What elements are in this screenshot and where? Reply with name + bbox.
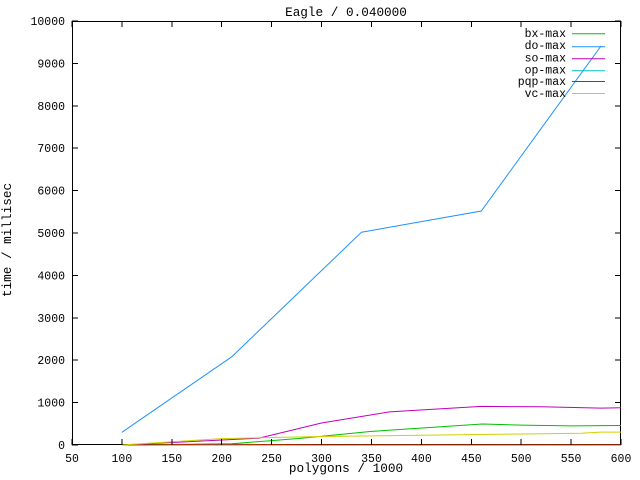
svg-text:100: 100 [112, 453, 133, 466]
svg-text:vc-max: vc-max [525, 88, 567, 101]
svg-text:250: 250 [261, 453, 282, 466]
svg-text:Eagle / 0.040000: Eagle / 0.040000 [285, 5, 407, 20]
svg-text:450: 450 [461, 453, 482, 466]
svg-text:550: 550 [561, 453, 582, 466]
svg-text:9000: 9000 [37, 58, 65, 71]
svg-text:8000: 8000 [37, 101, 65, 114]
svg-text:0: 0 [58, 440, 65, 453]
svg-text:pqp-max: pqp-max [518, 76, 566, 89]
svg-text:so-max: so-max [525, 52, 567, 65]
svg-text:bx-max: bx-max [525, 28, 567, 41]
svg-text:600: 600 [611, 453, 632, 466]
svg-text:time / millisec: time / millisec [0, 183, 15, 297]
svg-text:7000: 7000 [37, 143, 65, 156]
svg-text:do-max: do-max [525, 40, 567, 53]
svg-text:5000: 5000 [37, 228, 65, 241]
svg-text:400: 400 [411, 453, 432, 466]
svg-text:350: 350 [361, 453, 382, 466]
svg-text:3000: 3000 [37, 313, 65, 326]
svg-text:150: 150 [161, 453, 182, 466]
svg-text:10000: 10000 [30, 16, 65, 29]
svg-text:2000: 2000 [37, 355, 65, 368]
svg-text:4000: 4000 [37, 270, 65, 283]
svg-text:300: 300 [311, 453, 332, 466]
svg-text:200: 200 [211, 453, 232, 466]
svg-text:50: 50 [65, 453, 79, 466]
svg-text:500: 500 [511, 453, 532, 466]
svg-text:1000: 1000 [37, 398, 65, 411]
svg-text:6000: 6000 [37, 186, 65, 199]
svg-text:polygons / 1000: polygons / 1000 [289, 461, 403, 476]
